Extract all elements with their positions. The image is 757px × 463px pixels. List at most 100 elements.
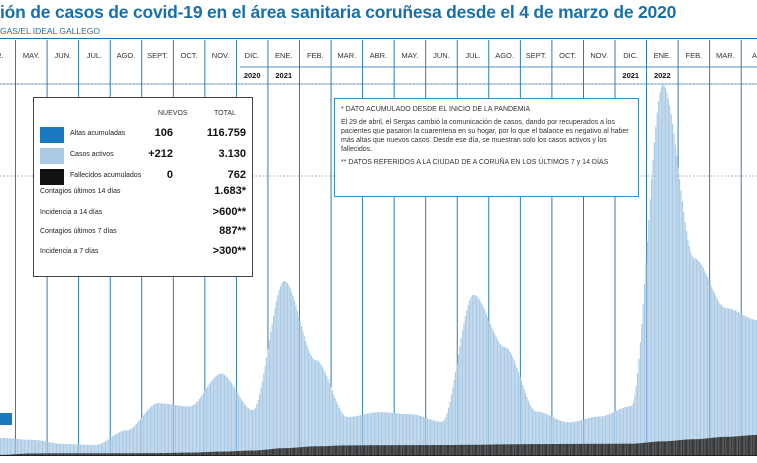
active-cases-bar [663,85,665,455]
legend-total-value: 1.683* [214,185,246,197]
deaths-bar [477,444,479,455]
active-cases-bar [131,428,133,455]
active-cases-bar [54,443,56,455]
deaths-bar [736,436,738,455]
deaths-bar [267,449,269,455]
active-cases-bar [25,439,27,455]
active-cases-bar [572,421,574,455]
deaths-bar [729,436,731,455]
deaths-bar [432,445,434,455]
deaths-bar [158,453,160,455]
active-cases-bar [662,84,664,455]
active-cases-bar [124,430,126,455]
deaths-bar [19,453,21,455]
deaths-bar [672,440,674,455]
deaths-bar [204,452,206,455]
active-cases-bar [161,403,163,455]
deaths-bar [116,453,118,455]
active-cases-bar [504,347,506,455]
deaths-bar [543,444,545,455]
active-cases-bar [215,375,217,455]
deaths-bar [163,453,166,455]
deaths-bar [490,444,492,455]
deaths-bar [567,443,569,455]
active-cases-bar [442,421,444,455]
deaths-bar [50,453,52,455]
deaths-bar [205,452,208,455]
month-label: JUL. [87,51,102,60]
active-cases-bar [548,415,550,455]
deaths-bar [425,445,427,455]
active-cases-bar [386,412,388,455]
legend-label: Contagios últimos 14 días [40,188,121,195]
legend-total-value: 762 [227,169,246,181]
deaths-bar [141,453,143,455]
deaths-bar [15,454,17,455]
deaths-bar [504,444,506,455]
active-cases-bar [238,394,240,455]
deaths-bar [624,443,626,455]
active-cases-bar [32,439,34,455]
active-cases-bar [81,444,83,455]
deaths-bar [77,453,79,455]
deaths-bar [189,452,191,455]
deaths-bar [278,448,280,455]
deaths-bar [408,445,411,455]
deaths-bar [54,453,56,455]
active-cases-bar [214,377,216,455]
deaths-bar [676,440,678,455]
deaths-bar [165,453,167,455]
deaths-bar [723,436,726,455]
deaths-bar [422,445,425,455]
active-cases-bar [92,444,94,455]
active-cases-bar [354,416,356,455]
deaths-bar [722,436,724,455]
active-cases-bar [560,420,562,455]
active-cases-bar [77,444,79,455]
deaths-bar [407,445,409,455]
deaths-bar [78,453,80,455]
legend-label: Casos activos [70,151,114,158]
deaths-bar [152,453,154,455]
active-cases-bar [278,290,280,455]
deaths-bar [554,444,556,455]
active-cases-bar [320,364,322,455]
deaths-bar [434,445,436,455]
active-cases-bar [555,418,557,455]
deaths-bar [208,451,210,455]
active-cases-bar [383,412,385,455]
legend-label: Incidencia a 7 días [40,248,99,255]
active-cases-bar [78,444,80,455]
active-cases-bar [294,300,296,455]
active-cases-bar [229,380,231,455]
deaths-bar [592,443,594,455]
active-cases-bar [628,406,630,455]
deaths-bar [502,444,504,455]
deaths-bar [22,453,24,455]
deaths-bar [309,446,311,455]
deaths-bar [361,445,363,455]
active-cases-bar [466,310,468,455]
active-cases-bar [616,410,618,455]
active-cases-bar [446,412,448,455]
active-cases-bar [403,413,405,455]
deaths-bar [162,453,164,455]
active-cases-bar [11,438,13,455]
legend-row-altas: Altas acumuladas 106 116.759 [40,126,246,144]
active-cases-bar [137,422,139,455]
active-cases-bar [428,418,430,455]
deaths-bar [336,445,338,455]
active-cases-bar [589,417,591,455]
deaths-bar [365,445,367,455]
deaths-bar [271,448,273,455]
deaths-bar [574,443,576,455]
active-cases-bar [658,101,660,455]
active-cases-bar [231,382,233,455]
deaths-bar [333,445,335,455]
deaths-bar [285,448,287,455]
active-cases-bar [408,414,410,455]
active-cases-bar [631,405,633,455]
deaths-bar [186,452,188,455]
active-cases-bar [498,342,500,455]
deaths-bar [102,453,104,455]
